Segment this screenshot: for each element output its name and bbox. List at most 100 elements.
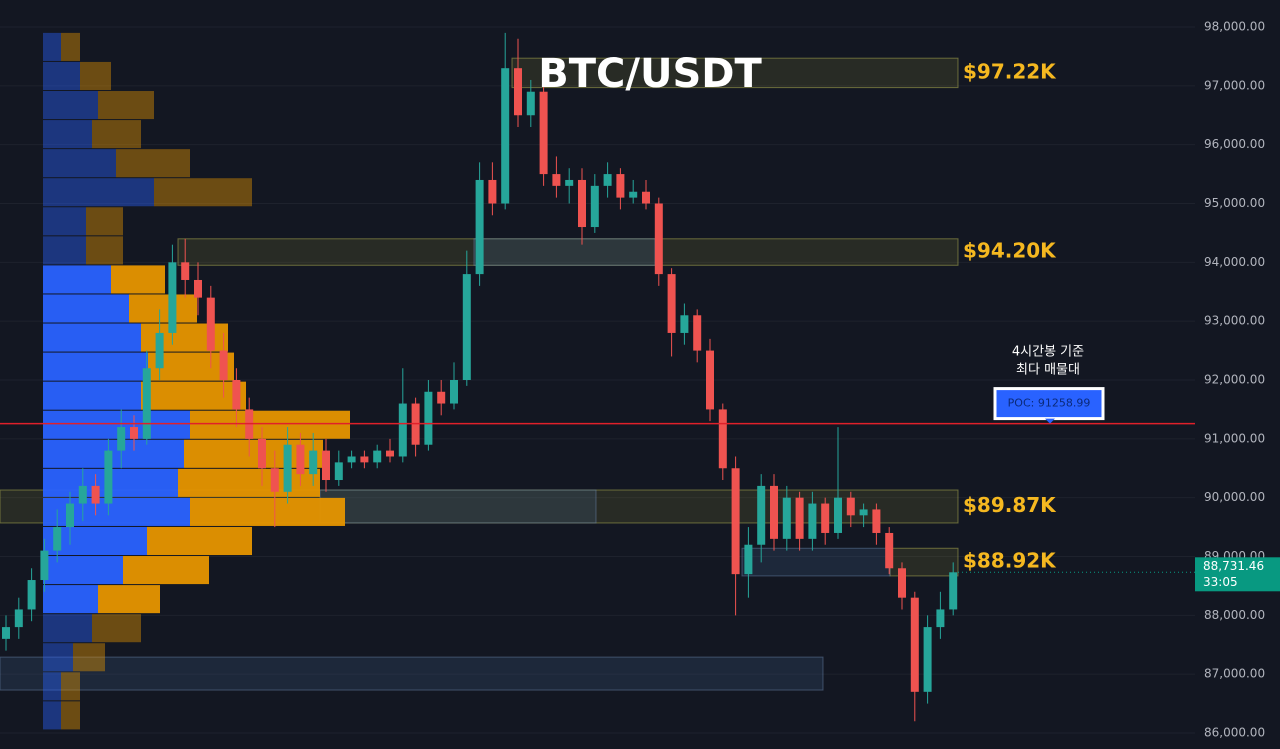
candle-body: [309, 450, 318, 475]
candle-body: [808, 503, 817, 539]
candle-body: [706, 350, 714, 410]
candle-body: [616, 174, 625, 198]
candle-body: [130, 427, 138, 439]
profile-buy: [43, 236, 86, 265]
candle-body: [424, 391, 433, 445]
candle-body: [142, 368, 151, 439]
candle-body: [642, 191, 650, 204]
candle-body: [898, 568, 906, 598]
profile-buy: [43, 585, 98, 614]
y-tick-label: 91,000.00: [1204, 431, 1265, 445]
zone-label: $97.22K: [963, 59, 1057, 83]
candle-body: [40, 550, 49, 581]
candle-body: [782, 497, 791, 539]
last-price: 88,731.46: [1203, 559, 1264, 573]
candle-body: [66, 503, 74, 528]
profile-sell: [86, 236, 123, 265]
profile-sell: [86, 207, 123, 236]
candle-body: [757, 485, 766, 545]
candle-body: [53, 527, 62, 551]
profile-sell: [98, 91, 154, 120]
candle-body: [514, 68, 522, 116]
candle-body: [846, 497, 855, 516]
candle-body: [552, 174, 561, 186]
y-tick-label: 92,000.00: [1204, 373, 1265, 387]
profile-buy: [43, 701, 61, 730]
profile-sell: [111, 265, 165, 294]
poc-label: POC: 91258.99: [1008, 397, 1091, 410]
candle-body: [334, 462, 343, 481]
candle-body: [155, 332, 164, 369]
candle-body: [859, 509, 868, 516]
profile-buy: [43, 265, 111, 294]
candle-body: [347, 456, 356, 463]
profile-sell: [147, 526, 252, 556]
profile-sell: [116, 149, 190, 178]
candle-body: [629, 191, 638, 198]
candle-body: [322, 450, 330, 481]
candle-body: [693, 315, 702, 351]
profile-sell: [73, 643, 105, 672]
last-price-tag: [1195, 557, 1280, 592]
candle-body: [181, 262, 190, 280]
profile-sell: [92, 614, 141, 643]
profile-sell: [154, 178, 252, 207]
candle-body: [360, 456, 369, 463]
candle-body: [526, 91, 535, 116]
y-tick-label: 90,000.00: [1204, 490, 1265, 504]
candle-body: [219, 350, 228, 381]
profile-buy: [43, 614, 92, 643]
y-tick-label: 96,000.00: [1204, 137, 1265, 151]
candle-body: [296, 444, 305, 475]
candle-body: [910, 597, 919, 692]
profile-buy: [43, 207, 86, 236]
profile-buy: [43, 643, 73, 672]
candle-body: [795, 497, 804, 539]
y-tick-label: 98,000.00: [1204, 20, 1265, 34]
zone-label: $88.92K: [963, 549, 1057, 573]
candle-body: [731, 468, 740, 575]
y-tick-label: 97,000.00: [1204, 78, 1265, 92]
profile-buy: [43, 178, 154, 207]
profile-sell: [61, 701, 80, 730]
candle-body: [872, 509, 881, 533]
profile-sell: [61, 32, 80, 61]
candle-body: [936, 609, 945, 628]
y-tick-label: 93,000.00: [1204, 314, 1265, 328]
candle-body: [923, 627, 932, 692]
profile-buy: [43, 91, 98, 120]
profile-sell: [129, 294, 197, 323]
y-tick-label: 88,000.00: [1204, 608, 1265, 622]
poc-pointer: [1045, 418, 1055, 424]
candle-body: [744, 544, 753, 575]
profile-sell: [141, 381, 246, 410]
profile-buy: [43, 32, 61, 61]
profile-sell: [92, 120, 141, 149]
box: [0, 656, 824, 691]
zone-label: $89.87K: [963, 493, 1057, 517]
candle-body: [270, 468, 279, 492]
zone: [177, 238, 959, 266]
profile-buy: [43, 556, 123, 585]
candle-body: [78, 485, 87, 504]
candle-body: [258, 438, 266, 469]
candle-body: [949, 572, 958, 610]
candle-body: [232, 380, 241, 410]
annotation: 4시간봉 기준: [1012, 345, 1084, 360]
candle-body: [194, 279, 202, 298]
y-tick-label: 95,000.00: [1204, 196, 1265, 210]
candle-body: [104, 450, 113, 504]
y-tick-label: 87,000.00: [1204, 667, 1265, 681]
zone: [511, 57, 959, 89]
candle-body: [14, 609, 23, 628]
candle-body: [2, 627, 10, 639]
chart-title: BTC/USDT: [538, 51, 762, 97]
candle-body: [91, 485, 100, 504]
profile-sell: [80, 61, 111, 91]
candle-body: [206, 297, 215, 351]
y-tick-label: 94,000.00: [1204, 255, 1265, 269]
candle-body: [373, 450, 382, 463]
profile-sell: [98, 585, 160, 614]
candle-body: [450, 380, 458, 404]
